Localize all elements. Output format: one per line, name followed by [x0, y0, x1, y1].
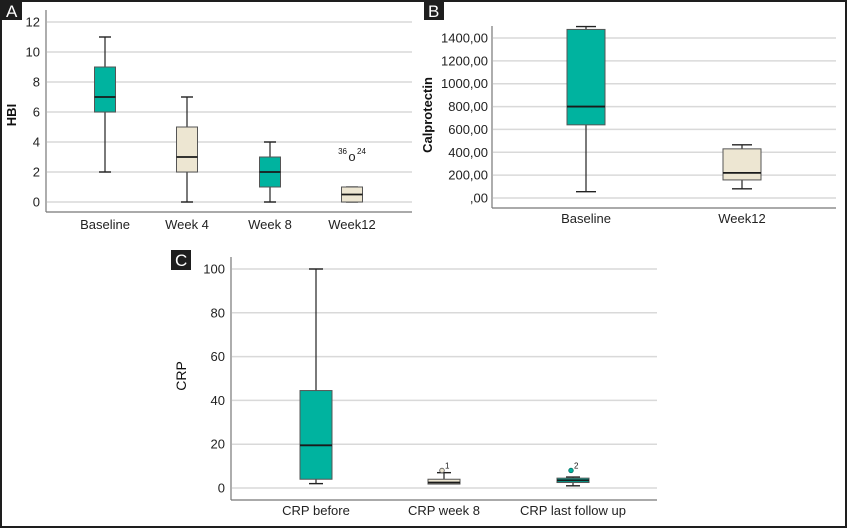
- x-category-label: CRP before: [282, 503, 350, 518]
- outlier-label: 24: [357, 147, 366, 156]
- y-tick-label: 600,00: [448, 122, 488, 137]
- y-tick-label: 800,00: [448, 99, 488, 114]
- y-tick-label: 200,00: [448, 168, 488, 183]
- y-tick-label: 40: [211, 393, 225, 408]
- box-plot-baseline: [94, 36, 116, 173]
- x-category-label: Baseline: [80, 217, 130, 232]
- panel-letter-badge: [171, 250, 191, 270]
- y-tick-label: 2: [33, 165, 40, 180]
- box-plot-crp-week-8: 1: [427, 461, 461, 485]
- iqr-box: [566, 28, 606, 126]
- box-plot-week-4: [176, 96, 198, 203]
- panel-letter-badge: [2, 2, 22, 20]
- box-plot-crp-before: [299, 268, 333, 485]
- y-tick-label: 10: [26, 45, 40, 60]
- y-axis-label: HBI: [4, 104, 19, 126]
- y-axis-label: Calprotectin: [420, 77, 435, 153]
- x-category-label: Baseline: [561, 211, 611, 226]
- y-tick-label: 0: [33, 195, 40, 210]
- outlier-marker: [568, 467, 574, 474]
- y-tick-label: 1400,00: [441, 31, 488, 46]
- box-plot-crp-last-follow-up: 2: [556, 461, 590, 487]
- x-category-label: Week12: [718, 211, 765, 226]
- box-plot-week12: o36 24: [338, 147, 366, 203]
- box-plot-week-8: [259, 141, 281, 203]
- y-tick-label: 1000,00: [441, 76, 488, 91]
- y-axis-label: CRP: [173, 361, 189, 391]
- box-plot-week12: [722, 144, 762, 190]
- y-tick-label: 20: [211, 437, 225, 452]
- y-tick-label: 60: [211, 349, 225, 364]
- y-tick-label: 4: [33, 135, 40, 150]
- y-tick-label: 12: [26, 15, 40, 30]
- iqr-box: [722, 148, 762, 181]
- y-tick-label: 0: [218, 481, 225, 496]
- panel-letter-badge: [424, 2, 444, 20]
- y-tick-label: 8: [33, 75, 40, 90]
- outlier-marker: o: [348, 149, 355, 164]
- panel-letter: B: [428, 2, 439, 21]
- panel-letter: C: [175, 251, 187, 270]
- y-tick-label: 6: [33, 105, 40, 120]
- x-category-label: Week12: [328, 217, 375, 232]
- iqr-box: [176, 126, 198, 173]
- x-category-label: Week 4: [165, 217, 209, 232]
- y-tick-label: 80: [211, 305, 225, 320]
- y-tick-label: ,00: [470, 191, 488, 206]
- x-category-label: Week 8: [248, 217, 292, 232]
- x-category-label: CRP week 8: [408, 503, 480, 518]
- y-tick-label: 1200,00: [441, 53, 488, 68]
- panel-letter: A: [6, 2, 18, 21]
- outlier-marker: [439, 467, 445, 474]
- panel-c: C 0 20 40 60 80 100 CRP CRP before CRP week 8 CRP …: [171, 250, 657, 518]
- panel-b: B ,00 200,00 400,00 600,00 800,00 1000,00 1200,…: [420, 2, 836, 226]
- iqr-box: [94, 66, 116, 113]
- outlier-label: 2: [574, 461, 579, 470]
- y-tick-label: 400,00: [448, 145, 488, 160]
- x-category-label: CRP last follow up: [520, 503, 626, 518]
- outlier-label: 36: [338, 147, 347, 156]
- box-plot-baseline: [566, 25, 606, 193]
- y-tick-label: 100: [203, 262, 225, 277]
- iqr-box: [299, 390, 333, 480]
- outlier-label: 1: [445, 461, 450, 470]
